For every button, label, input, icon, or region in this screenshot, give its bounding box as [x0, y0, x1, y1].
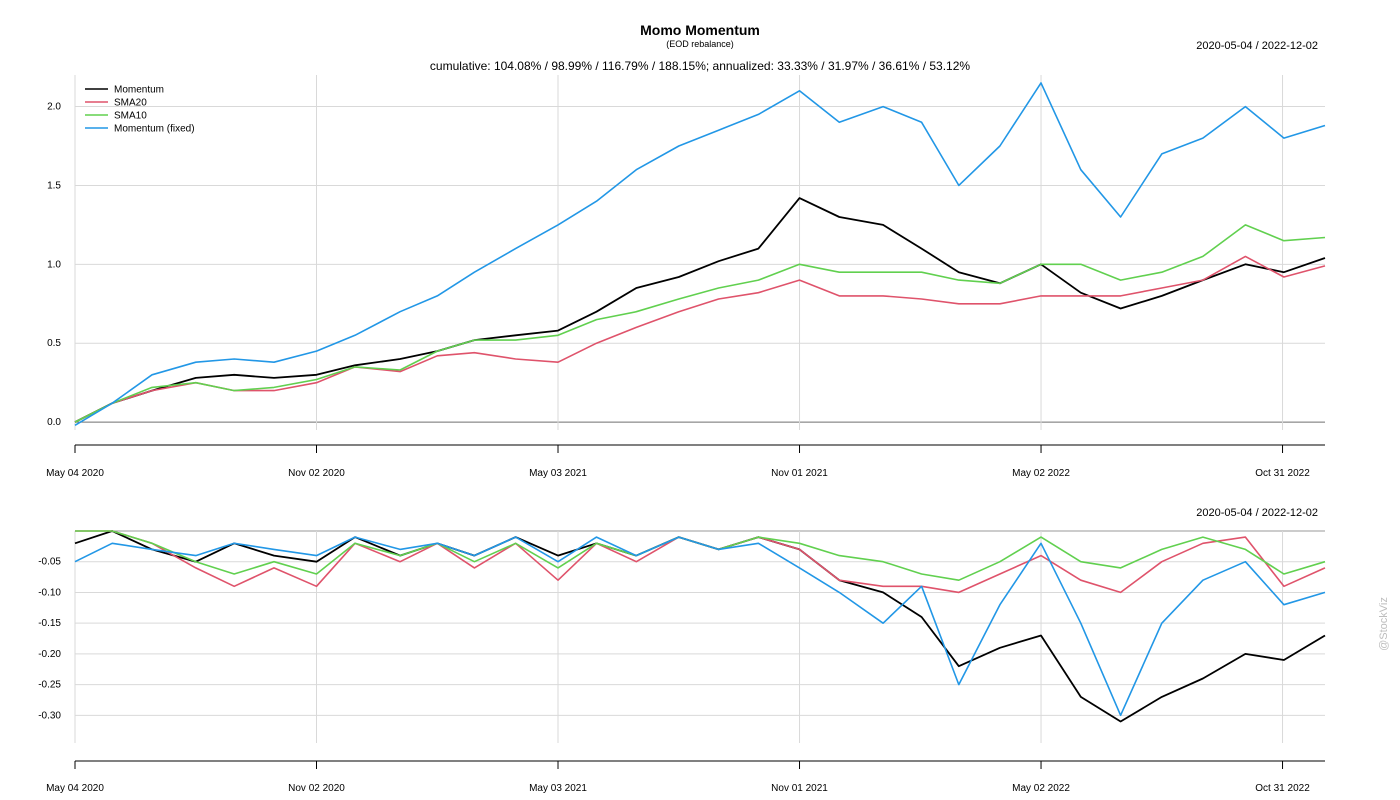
y-tick-label: 2.0 [47, 102, 61, 113]
date-range-bottom: 2020-05-04 / 2022-12-02 [1196, 507, 1318, 519]
legend-entry: Momentum [114, 85, 164, 96]
x-tick-label: May 04 2020 [46, 468, 104, 479]
y-tick-label: -0.10 [38, 587, 61, 598]
x-tick-label: Oct 31 2022 [1255, 468, 1310, 479]
x-tick-label: Nov 01 2021 [771, 783, 828, 794]
x-tick-label: May 03 2021 [529, 783, 587, 794]
chart-stats: cumulative: 104.08% / 98.99% / 116.79% /… [429, 59, 971, 73]
y-tick-label: 1.0 [47, 259, 61, 270]
legend-entry: SMA10 [114, 111, 147, 122]
x-tick-label: Nov 02 2020 [288, 468, 345, 479]
y-tick-label: -0.20 [38, 649, 61, 660]
y-tick-label: 0.5 [47, 338, 61, 349]
y-tick-label: -0.05 [38, 557, 61, 568]
x-tick-label: May 02 2022 [1012, 783, 1070, 794]
x-tick-label: May 03 2021 [529, 468, 587, 479]
series-line-momentum-fixed- [74, 82, 1326, 426]
series-line-momentum [74, 197, 1326, 423]
y-tick-label: -0.30 [38, 710, 61, 721]
date-range-top: 2020-05-04 / 2022-12-02 [1196, 40, 1318, 52]
series-line-sma10 [74, 224, 1326, 423]
x-tick-label: Nov 01 2021 [771, 468, 828, 479]
chart-subtitle: (EOD rebalance) [666, 39, 734, 49]
chart-title: Momo Momentum [640, 22, 760, 38]
y-tick-label: 0.0 [47, 417, 61, 428]
x-tick-label: May 04 2020 [46, 783, 104, 794]
y-tick-label: -0.25 [38, 680, 61, 691]
x-tick-label: Oct 31 2022 [1255, 783, 1310, 794]
x-tick-label: Nov 02 2020 [288, 783, 345, 794]
legend-entry: SMA20 [114, 98, 147, 109]
x-tick-label: May 02 2022 [1012, 468, 1070, 479]
y-tick-label: 1.5 [47, 180, 61, 191]
y-tick-label: -0.15 [38, 618, 61, 629]
series-line-momentum-fixed- [74, 536, 1326, 717]
series-line-sma20 [74, 255, 1326, 423]
legend-entry: Momentum (fixed) [114, 124, 195, 135]
